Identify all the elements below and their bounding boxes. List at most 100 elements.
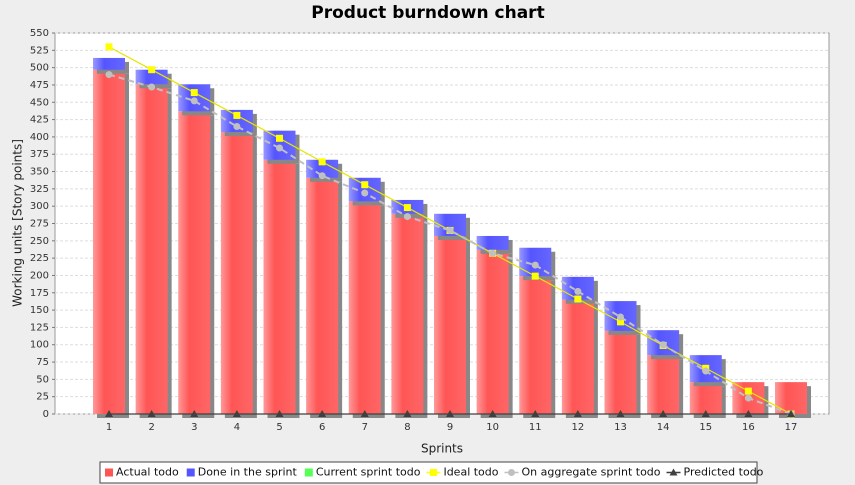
x-tick-label: 13: [614, 422, 627, 433]
y-tick-label: 25: [36, 392, 49, 403]
marker: [148, 83, 156, 91]
marker: [616, 410, 625, 417]
marker: [276, 134, 283, 142]
bar: [434, 213, 466, 236]
chart-title: Product burndown chart: [311, 3, 544, 23]
marker: [105, 71, 113, 79]
marker: [573, 410, 582, 417]
marker: [744, 394, 752, 402]
marker: [232, 410, 241, 417]
bar: [476, 235, 509, 250]
marker: [148, 66, 156, 74]
marker: [275, 410, 284, 417]
bar: [476, 249, 509, 414]
marker: [190, 97, 198, 105]
marker: [531, 272, 539, 280]
bar: [561, 299, 594, 414]
marker: [744, 410, 753, 417]
x-tick-label: 6: [319, 422, 325, 433]
legend-swatch: [304, 468, 313, 477]
y-tick-label: 325: [30, 184, 49, 195]
bar: [135, 84, 168, 415]
marker: [360, 410, 369, 417]
legend-swatch: [105, 468, 113, 477]
y-tick-label: 200: [30, 270, 49, 281]
line: [108, 73, 792, 415]
y-tick-label: 100: [30, 340, 49, 351]
bar: [93, 57, 125, 70]
x-tick-label: 5: [276, 422, 282, 433]
marker: [701, 410, 710, 417]
bar: [434, 235, 466, 414]
y-tick-label: 250: [30, 236, 49, 247]
legend-label: Done in the sprint: [198, 466, 298, 479]
legend: Actual todo Done in the sprint Current spr…: [105, 466, 764, 479]
x-tick-label: 15: [699, 422, 712, 433]
marker: [233, 123, 241, 131]
marker: [190, 410, 199, 417]
marker: [361, 181, 369, 189]
y-tick-label: 475: [30, 80, 49, 91]
x-tick-label: 12: [572, 422, 585, 433]
marker: [403, 410, 412, 417]
y-axis-label: Working units [Story points]: [11, 139, 25, 307]
legend-label: Current sprint todo: [316, 466, 421, 479]
y-tick-label: 375: [30, 149, 49, 160]
marker: [105, 43, 113, 51]
bar: [178, 111, 211, 414]
legend-label: On aggregate sprint todo: [522, 466, 661, 479]
legend-label: Actual todo: [116, 466, 179, 479]
marker: [574, 287, 582, 295]
y-tick-label: 550: [30, 28, 49, 39]
marker: [105, 410, 113, 417]
marker: [429, 469, 437, 476]
marker: [617, 318, 624, 326]
x-tick-label: 11: [529, 422, 542, 433]
marker: [147, 410, 156, 417]
x-tick-label: 4: [234, 422, 240, 433]
x-tick-label: 9: [447, 422, 453, 433]
marker: [403, 204, 411, 212]
marker: [617, 313, 624, 321]
bar: [647, 355, 680, 414]
bar: [689, 382, 722, 414]
y-tick-label: 500: [30, 63, 49, 74]
marker: [787, 410, 795, 417]
x-tick-label: 16: [742, 422, 755, 433]
bar: [306, 177, 339, 414]
x-tick-label: 14: [657, 422, 670, 433]
bar: [93, 69, 125, 415]
y-tick-label: 300: [30, 201, 49, 212]
marker: [446, 226, 454, 234]
y-tick-label: 525: [30, 45, 49, 56]
marker: [669, 468, 678, 476]
marker: [403, 213, 411, 221]
marker: [659, 410, 668, 417]
y-tick-label: 400: [30, 132, 49, 143]
bar: [348, 201, 381, 414]
x-tick-label: 10: [486, 422, 499, 433]
bar: [220, 132, 253, 414]
marker: [744, 387, 752, 395]
marker: [531, 261, 539, 269]
marker: [489, 249, 497, 257]
marker: [318, 158, 326, 166]
x-axis-label: Sprints: [421, 442, 463, 456]
y-tick-label: 175: [30, 288, 49, 299]
y-tick-label: 450: [30, 97, 49, 108]
y-tick-label: 225: [30, 253, 49, 264]
marker: [446, 410, 454, 417]
y-tick-label: 275: [30, 219, 49, 230]
bar: [519, 276, 552, 414]
marker: [276, 144, 283, 152]
x-tick-label: 17: [785, 422, 798, 433]
x-tick-label: 3: [191, 422, 197, 433]
marker: [531, 410, 540, 417]
legend-label: Predicted todo: [684, 466, 764, 479]
x-tick-label: 7: [362, 422, 368, 433]
y-tick-label: 0: [43, 409, 49, 420]
marker: [508, 469, 515, 476]
y-tick-label: 75: [36, 357, 49, 368]
marker: [659, 341, 667, 349]
